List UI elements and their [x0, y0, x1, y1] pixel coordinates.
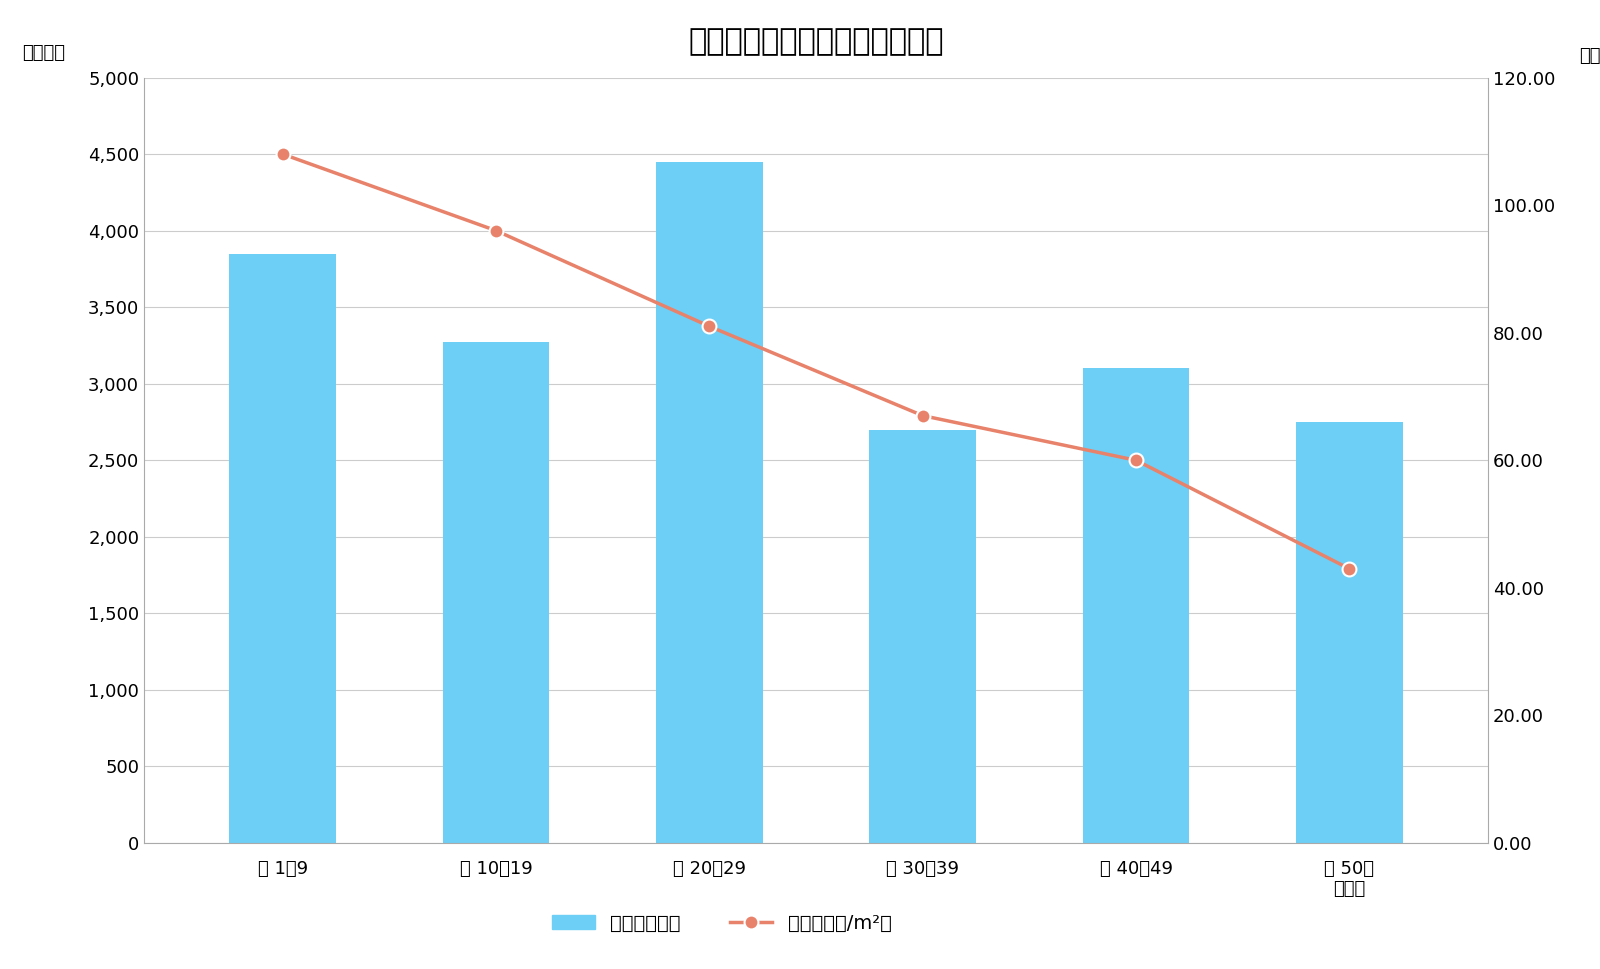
Bar: [656, 162, 763, 843]
Bar: [443, 342, 549, 843]
Y-axis label: （万円）: （万円）: [22, 45, 64, 62]
Bar: [1083, 368, 1189, 843]
Y-axis label: （万円/m²）: （万円/m²）: [1579, 47, 1600, 65]
Bar: [229, 254, 336, 843]
Bar: [869, 429, 976, 843]
Legend: 価格（万円）, 単価（万円/m²）: 価格（万円）, 単価（万円/m²）: [544, 906, 899, 941]
Bar: [1296, 422, 1403, 843]
Title: 練馬区築年数別マンション価格: 練馬区築年数別マンション価格: [688, 27, 944, 56]
